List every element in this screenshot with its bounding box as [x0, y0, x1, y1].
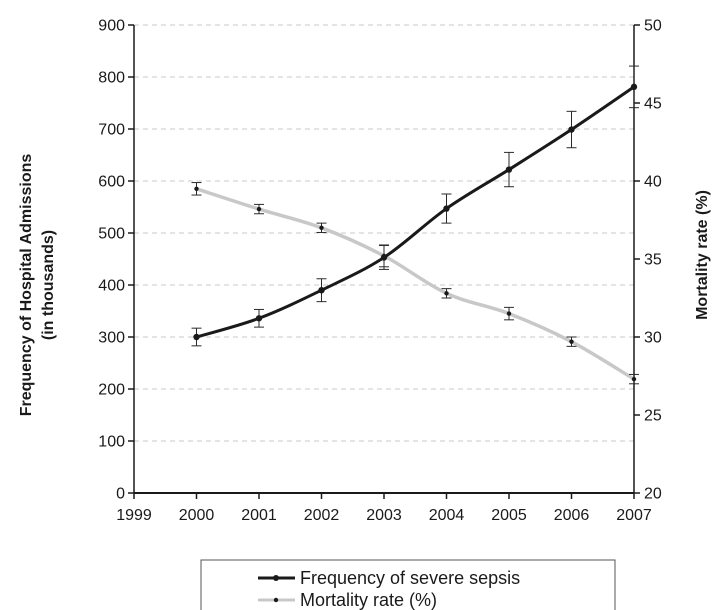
series-line-severe-sepsis [196, 85, 635, 339]
data-point-severe-sepsis [630, 83, 638, 91]
left-tick-label: 400 [98, 278, 125, 295]
left-tick-label: 300 [98, 330, 125, 347]
x-tick-label: 2007 [616, 507, 652, 524]
data-point-mortality [194, 186, 199, 191]
right-axis: 20 25 30 35 40 45 50 [633, 18, 662, 503]
data-point-severe-sepsis [568, 126, 575, 133]
data-point-mortality [631, 376, 637, 382]
right-tick-label: 50 [644, 18, 662, 35]
left-tick-label: 800 [98, 70, 125, 87]
legend-box [200, 559, 616, 610]
left-tick-label: 700 [98, 122, 125, 139]
series-line-mortality [195, 187, 635, 381]
right-tick-label: 20 [644, 486, 662, 503]
x-axis: 1999 2000 2001 2002 2003 2004 2005 2006 2007 [116, 492, 652, 524]
legend-marker-severe-sepsis [273, 575, 279, 581]
data-point-mortality [256, 206, 262, 212]
left-tick-label: 200 [98, 382, 125, 399]
data-point-mortality [569, 339, 574, 344]
data-point-mortality [319, 225, 324, 230]
data-point-mortality [444, 291, 449, 296]
legend-label-mortality: Mortality rate (%) [300, 590, 437, 610]
x-tick-label: 2003 [366, 507, 402, 524]
left-axis: 0 100 200 300 400 500 600 700 800 900 [98, 18, 135, 503]
data-point-severe-sepsis [505, 166, 513, 173]
right-axis-title: Mortality rate (%) [694, 190, 711, 320]
right-tick-label: 25 [644, 408, 662, 425]
legend-marker-mortality [273, 597, 279, 603]
x-tick-label: 2001 [241, 507, 277, 524]
left-tick-label: 900 [98, 18, 125, 35]
x-tick-label: 2000 [179, 507, 215, 524]
x-tick-label: 2004 [429, 507, 465, 524]
gridlines [134, 24, 634, 442]
data-point-severe-sepsis [255, 315, 263, 322]
legend-label-severe-sepsis: Frequency of severe sepsis [300, 568, 520, 588]
x-tick-label: 2006 [554, 507, 590, 524]
left-axis-title-line1: Frequency of Hospital Admissions [18, 154, 35, 417]
legend: Frequency of severe sepsis Mortality rat… [200, 559, 616, 610]
right-tick-label: 40 [644, 174, 662, 191]
data-point-severe-sepsis [193, 333, 200, 341]
left-axis-title-line2: (in thousands) [40, 230, 57, 340]
right-tick-label: 35 [644, 252, 662, 269]
right-tick-label: 30 [644, 330, 662, 347]
series-layer [191, 65, 639, 385]
right-tick-label: 45 [644, 96, 662, 113]
left-tick-label: 0 [116, 486, 125, 503]
data-point-severe-sepsis [318, 287, 325, 294]
data-point-severe-sepsis [380, 254, 388, 261]
x-tick-label: 2005 [491, 507, 527, 524]
data-point-mortality [506, 311, 512, 316]
left-tick-label: 100 [98, 434, 125, 451]
x-tick-label: 2002 [304, 507, 340, 524]
left-tick-label: 600 [98, 174, 125, 191]
data-point-severe-sepsis [443, 205, 450, 212]
x-tick-label: 1999 [116, 507, 152, 524]
left-tick-label: 500 [98, 226, 125, 243]
